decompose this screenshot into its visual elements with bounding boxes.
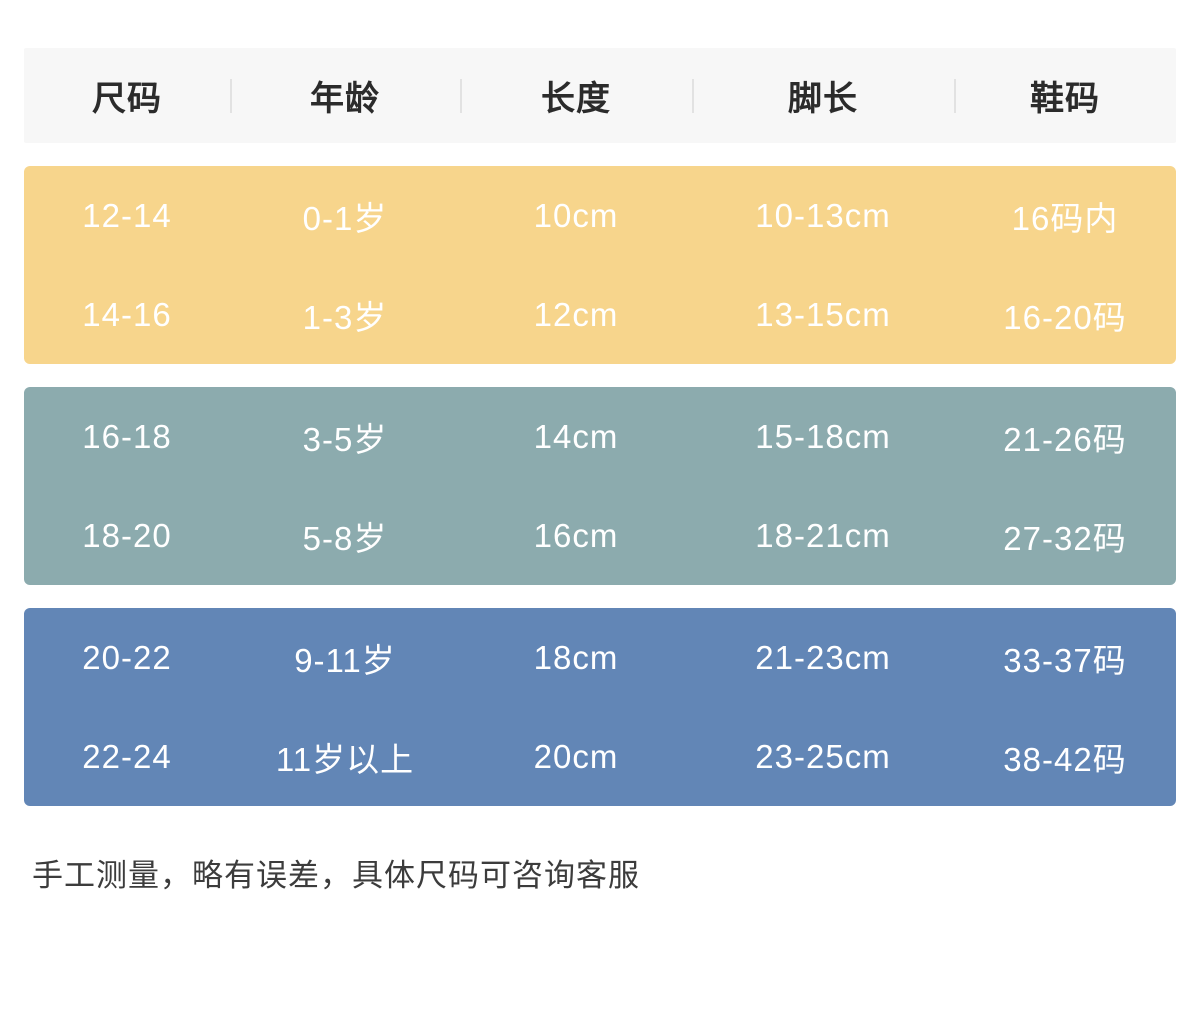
cell-age: 3-5岁 — [302, 420, 388, 458]
cell-shoe-size: 38-42码 — [1003, 740, 1127, 778]
cell-age: 0-1岁 — [302, 199, 388, 237]
size-chart-page: 尺码 年龄 长度 脚长 鞋码 12-14 0-1岁 10cm 10-13cm 1… — [0, 48, 1200, 1031]
cell-age: 5-8岁 — [302, 519, 388, 557]
size-group-teal: 16-18 3-5岁 14cm 15-18cm 21-26码 18-20 5-8… — [24, 387, 1176, 585]
cell-foot-length: 13-15cm — [755, 295, 891, 333]
table-row: 14-16 1-3岁 12cm 13-15cm 16-20码 — [24, 265, 1176, 364]
cell-age: 11岁以上 — [275, 740, 415, 778]
size-group-blue: 20-22 9-11岁 18cm 21-23cm 33-37码 22-24 11… — [24, 608, 1176, 806]
cell-foot-length: 15-18cm — [755, 417, 891, 455]
cell-size: 20-22 — [82, 638, 172, 676]
size-group-yellow: 12-14 0-1岁 10cm 10-13cm 16码内 14-16 1-3岁 … — [24, 166, 1176, 364]
header-cell-foot-length: 脚长 — [692, 71, 954, 120]
cell-length: 18cm — [533, 638, 619, 676]
table-row: 16-18 3-5岁 14cm 15-18cm 21-26码 — [24, 387, 1176, 486]
measurement-note: 手工测量，略有误差，具体尺码可咨询客服 — [32, 858, 640, 893]
header-cell-length: 长度 — [460, 71, 692, 120]
cell-age: 9-11岁 — [294, 641, 396, 679]
table-row: 20-22 9-11岁 18cm 21-23cm 33-37码 — [24, 608, 1176, 707]
cell-shoe-size: 33-37码 — [1003, 641, 1127, 679]
cell-shoe-size: 16码内 — [1011, 199, 1119, 237]
cell-length: 20cm — [533, 737, 619, 775]
table-row: 12-14 0-1岁 10cm 10-13cm 16码内 — [24, 166, 1176, 265]
cell-length: 12cm — [533, 295, 619, 333]
header-cell-age: 年龄 — [230, 71, 460, 120]
cell-size: 18-20 — [82, 516, 172, 554]
cell-size: 22-24 — [82, 737, 172, 775]
cell-size: 14-16 — [82, 295, 172, 333]
cell-shoe-size: 21-26码 — [1003, 420, 1127, 458]
cell-size: 12-14 — [82, 196, 172, 234]
table-row: 22-24 11岁以上 20cm 23-25cm 38-42码 — [24, 707, 1176, 806]
cell-size: 16-18 — [82, 417, 172, 455]
cell-foot-length: 10-13cm — [755, 196, 891, 234]
header-cell-shoe-size: 鞋码 — [954, 71, 1176, 120]
cell-age: 1-3岁 — [302, 298, 388, 336]
cell-foot-length: 21-23cm — [755, 638, 891, 676]
cell-foot-length: 18-21cm — [755, 516, 891, 554]
cell-length: 14cm — [533, 417, 619, 455]
size-table-header-row: 尺码 年龄 长度 脚长 鞋码 — [24, 48, 1176, 143]
cell-shoe-size: 16-20码 — [1003, 298, 1127, 336]
cell-foot-length: 23-25cm — [755, 737, 891, 775]
cell-length: 10cm — [533, 196, 619, 234]
table-row: 18-20 5-8岁 16cm 18-21cm 27-32码 — [24, 486, 1176, 585]
cell-length: 16cm — [533, 516, 619, 554]
header-cell-size: 尺码 — [92, 80, 162, 118]
cell-shoe-size: 27-32码 — [1003, 519, 1127, 557]
